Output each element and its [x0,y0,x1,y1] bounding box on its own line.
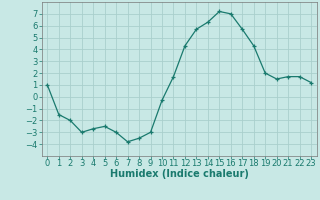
X-axis label: Humidex (Indice chaleur): Humidex (Indice chaleur) [110,169,249,179]
